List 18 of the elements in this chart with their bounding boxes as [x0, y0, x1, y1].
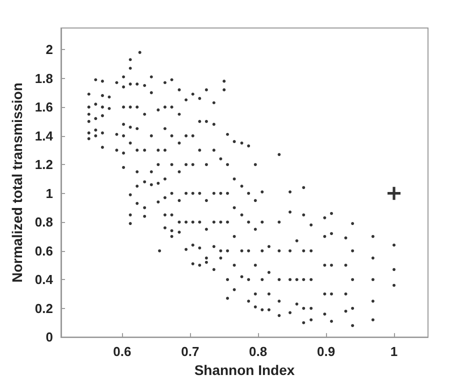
x-tick-label: 0.7 — [181, 344, 200, 360]
y-tick-label: 1 — [46, 186, 53, 201]
x-tick-label: 0.9 — [317, 344, 336, 360]
y-tick-label: 1.6 — [34, 100, 53, 115]
y-axis-title: Normalized total transmission — [9, 82, 26, 283]
y-tick-label: 0.2 — [34, 300, 53, 316]
y-tick-label: 1.4 — [34, 128, 54, 144]
x-tick-label: 1 — [390, 344, 398, 360]
x-tick-label: 0.8 — [249, 344, 268, 360]
x-axis-title: Shannon Index — [194, 362, 295, 378]
x-tick-label: 0.6 — [113, 344, 132, 360]
y-tick-label: 0 — [46, 330, 53, 345]
y-tick-label: 0.4 — [34, 272, 54, 288]
y-tick-label: 1.8 — [34, 70, 53, 86]
y-tick-label: 0.8 — [34, 214, 53, 230]
y-tick-label: 2 — [46, 42, 53, 58]
y-tick-label: 0.6 — [34, 243, 53, 258]
y-tick-label: 1.2 — [34, 157, 53, 172]
